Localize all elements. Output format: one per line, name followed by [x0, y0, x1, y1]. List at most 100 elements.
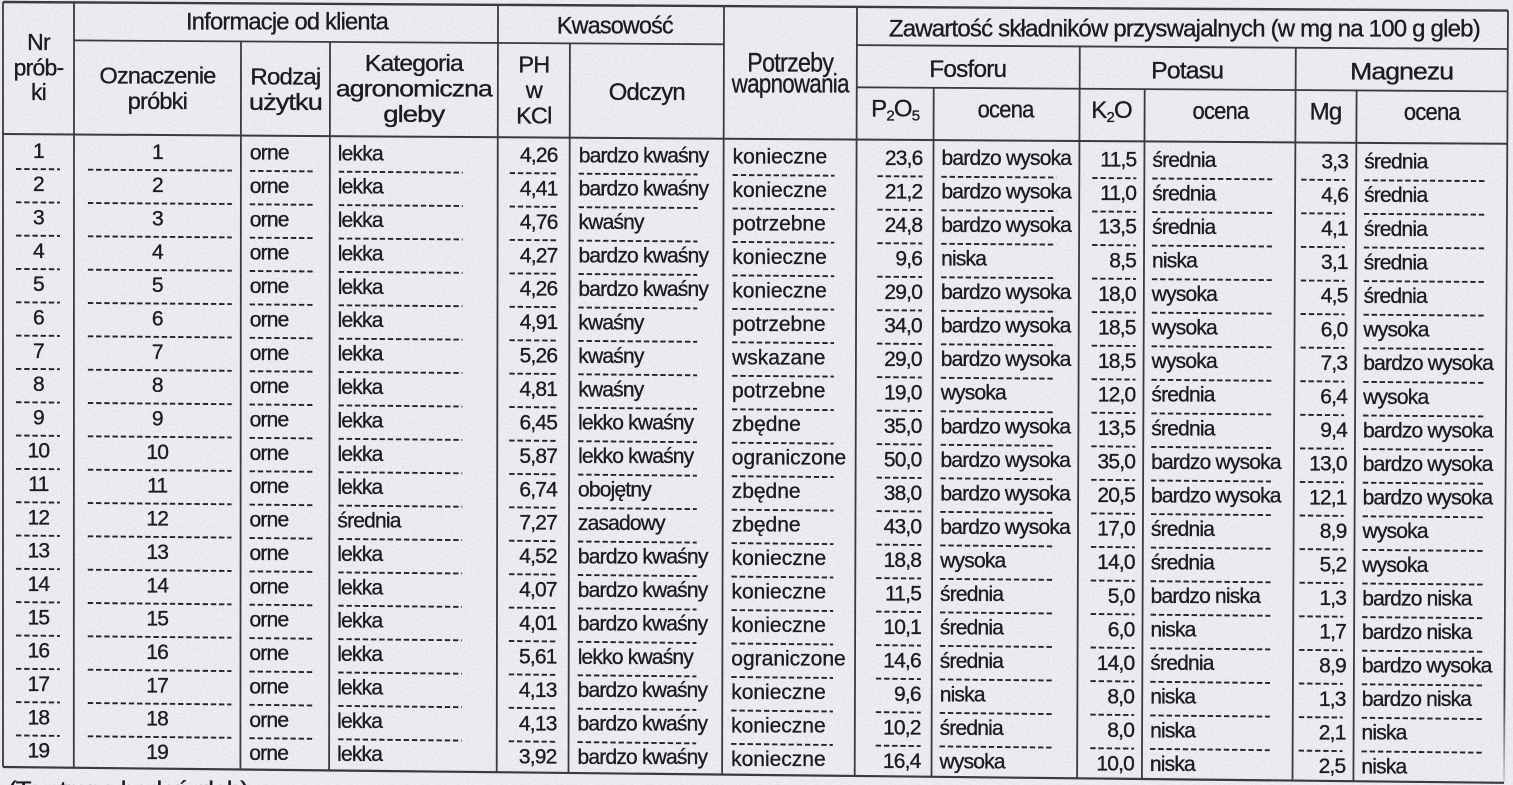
svg-text:ki: ki: [31, 79, 46, 105]
svg-text:konieczne: konieczne: [731, 614, 826, 637]
svg-text:orne: orne: [249, 709, 288, 732]
svg-text:wysoka: wysoka: [1362, 520, 1429, 543]
svg-text:ograniczone: ograniczone: [731, 648, 845, 671]
svg-text:wysoka: wysoka: [1151, 350, 1218, 373]
svg-text:16: 16: [146, 641, 168, 664]
svg-text:bardzo niska: bardzo niska: [1362, 621, 1473, 644]
svg-text:bardzo wysoka: bardzo wysoka: [1363, 352, 1494, 375]
svg-text:13: 13: [146, 541, 168, 564]
svg-text:agronomiczna: agronomiczna: [336, 76, 494, 102]
svg-text:8: 8: [33, 373, 44, 396]
svg-text:wysoka: wysoka: [939, 750, 1006, 773]
svg-text:18,5: 18,5: [1098, 316, 1136, 339]
svg-text:8,0: 8,0: [1107, 685, 1134, 708]
svg-text:bardzo kwaśny: bardzo kwaśny: [579, 144, 710, 167]
svg-text:5,87: 5,87: [519, 445, 557, 468]
svg-text:14: 14: [146, 574, 169, 597]
svg-text:8: 8: [152, 374, 163, 397]
svg-text:18: 18: [146, 708, 168, 731]
svg-text:21,2: 21,2: [885, 180, 923, 203]
svg-text:8,5: 8,5: [1109, 249, 1136, 272]
svg-text:Oznaczenie: Oznaczenie: [100, 63, 217, 89]
svg-text:bardzo kwaśny: bardzo kwaśny: [578, 713, 709, 736]
svg-text:bardzo wysoka: bardzo wysoka: [1151, 484, 1282, 507]
svg-text:wysoka: wysoka: [1362, 319, 1429, 342]
svg-text:8,9: 8,9: [1320, 520, 1347, 543]
svg-text:orne: orne: [250, 442, 289, 465]
svg-text:4,6: 4,6: [1321, 184, 1348, 207]
svg-text:12: 12: [28, 506, 50, 529]
svg-text:obojętny: obojętny: [578, 479, 652, 502]
svg-text:orne: orne: [250, 575, 289, 598]
svg-text:niska: niska: [1361, 755, 1407, 778]
svg-text:orne: orne: [250, 308, 289, 331]
svg-text:zasadowy: zasadowy: [578, 512, 666, 535]
svg-text:Mg: Mg: [1310, 99, 1342, 126]
svg-text:14,6: 14,6: [883, 650, 921, 673]
svg-text:średnia: średnia: [1151, 518, 1215, 541]
svg-text:średnia: średnia: [1152, 182, 1216, 205]
svg-text:średnia: średnia: [1151, 552, 1215, 575]
svg-text:9,6: 9,6: [894, 683, 921, 706]
svg-text:orne: orne: [250, 542, 289, 565]
svg-text:lekka: lekka: [338, 309, 384, 332]
svg-text:34,0: 34,0: [884, 314, 922, 337]
svg-text:ocena: ocena: [1404, 99, 1461, 126]
svg-text:gleby: gleby: [383, 101, 445, 127]
svg-text:4,81: 4,81: [520, 378, 558, 401]
svg-text:1,7: 1,7: [1319, 621, 1346, 644]
svg-text:2: 2: [152, 174, 163, 197]
svg-text:4,01: 4,01: [519, 612, 557, 635]
svg-text:średnia: średnia: [1364, 184, 1428, 207]
svg-text:35,0: 35,0: [1098, 451, 1136, 474]
svg-text:(Ta strona badań gleb): (Ta strona badań gleb): [8, 777, 248, 785]
svg-text:8,0: 8,0: [1107, 719, 1134, 742]
svg-text:3,92: 3,92: [519, 746, 557, 769]
svg-text:ocena: ocena: [978, 96, 1035, 123]
svg-text:konieczne: konieczne: [733, 146, 828, 169]
svg-text:5,26: 5,26: [520, 345, 558, 368]
svg-text:6,74: 6,74: [519, 478, 558, 501]
svg-text:9: 9: [33, 406, 44, 429]
svg-text:bardzo kwaśny: bardzo kwaśny: [578, 612, 709, 635]
svg-text:Rodzaj: Rodzaj: [250, 63, 320, 89]
svg-text:K2O: K2O: [1091, 97, 1132, 126]
svg-text:4,07: 4,07: [519, 579, 557, 602]
svg-text:niska: niska: [1150, 719, 1196, 742]
svg-text:5,2: 5,2: [1320, 554, 1347, 577]
svg-text:4: 4: [152, 241, 164, 264]
svg-text:średnia: średnia: [1150, 652, 1214, 675]
svg-text:lekko kwaśny: lekko kwaśny: [578, 445, 695, 468]
svg-text:orne: orne: [250, 242, 289, 265]
svg-text:prób-: prób-: [14, 55, 64, 81]
svg-text:9,6: 9,6: [895, 247, 922, 270]
svg-text:bardzo wysoka: bardzo wysoka: [942, 147, 1073, 170]
svg-text:orne: orne: [250, 509, 289, 532]
svg-text:niska: niska: [940, 683, 986, 706]
svg-text:2: 2: [33, 173, 44, 196]
svg-text:bardzo wysoka: bardzo wysoka: [940, 482, 1071, 505]
svg-text:średnia: średnia: [337, 510, 401, 533]
svg-text:7: 7: [33, 340, 44, 363]
svg-text:14,0: 14,0: [1097, 551, 1135, 574]
svg-text:11: 11: [28, 473, 48, 496]
svg-text:wysoka: wysoka: [1151, 283, 1218, 306]
svg-text:w: w: [525, 77, 544, 103]
svg-text:lekko kwaśny: lekko kwaśny: [578, 646, 695, 669]
svg-text:Fosforu: Fosforu: [929, 56, 1006, 83]
svg-text:bardzo wysoka: bardzo wysoka: [1362, 655, 1493, 678]
svg-text:użytku: użytku: [249, 89, 322, 115]
svg-text:kwaśny: kwaśny: [578, 378, 645, 401]
svg-text:17,0: 17,0: [1097, 518, 1135, 541]
svg-text:17: 17: [146, 674, 168, 697]
svg-text:4,76: 4,76: [520, 211, 558, 234]
svg-text:lekka: lekka: [338, 176, 384, 199]
svg-text:13,5: 13,5: [1098, 216, 1136, 239]
svg-text:11: 11: [147, 474, 167, 497]
svg-text:11,0: 11,0: [1100, 182, 1136, 205]
svg-text:orne: orne: [250, 208, 289, 231]
svg-text:Potasu: Potasu: [1151, 57, 1223, 84]
svg-text:wysoka: wysoka: [1361, 554, 1428, 577]
svg-text:24,8: 24,8: [885, 214, 923, 237]
svg-text:średnia: średnia: [1151, 384, 1215, 407]
